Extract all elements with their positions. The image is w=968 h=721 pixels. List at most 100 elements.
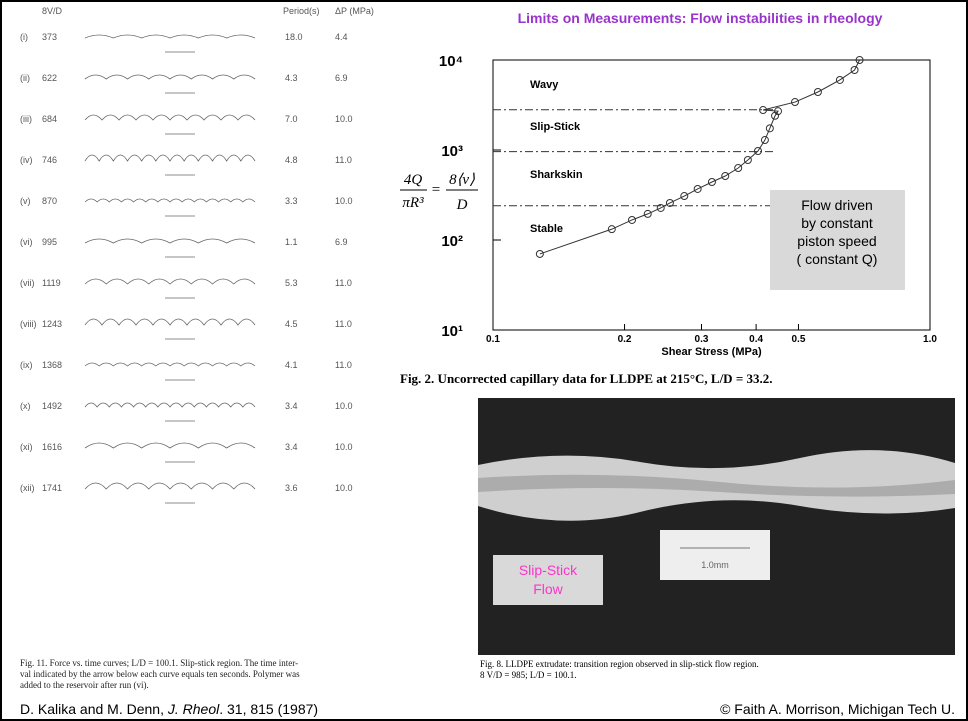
y-tick-label: 10¹ — [441, 323, 463, 340]
data-point — [774, 107, 783, 116]
table-cell: 11.0 — [335, 155, 352, 165]
footer-part: J. Rheol — [167, 701, 220, 717]
data-point — [721, 172, 730, 181]
table-cell: (x) — [20, 401, 31, 411]
force-curve — [84, 34, 256, 39]
table-cell: 5.3 — [285, 278, 298, 288]
table-cell: 10.0 — [335, 442, 353, 452]
photo — [478, 398, 955, 655]
table-cell: 1741 — [42, 483, 62, 493]
table-cell: 4.4 — [335, 32, 348, 42]
table-cell: 1368 — [42, 360, 62, 370]
column-header: Period(s) — [283, 6, 320, 16]
table-cell: 4.3 — [285, 73, 298, 83]
x-axis-label: Shear Stress (MPa) — [661, 346, 762, 358]
data-point — [791, 98, 800, 107]
data-point — [743, 156, 752, 165]
table-cell: 11.0 — [335, 319, 352, 329]
region-label: Slip-Stick — [530, 121, 581, 133]
region-label: Wavy — [530, 79, 559, 91]
force-curve — [84, 402, 256, 408]
data-point — [665, 198, 674, 207]
data-point — [643, 209, 652, 218]
table-cell: (vii) — [20, 278, 35, 288]
x-tick-label: 1.0 — [923, 334, 937, 345]
annotation-line: ( constant Q) — [797, 251, 878, 267]
plot-frame — [492, 59, 931, 331]
table-cell: 6.9 — [335, 73, 348, 83]
annotation: Flow driven by constant piston speed ( c… — [797, 197, 878, 267]
table-cell: 11.0 — [335, 278, 352, 288]
y-tick-label: 10³ — [441, 143, 463, 160]
table-cell: 622 — [42, 73, 57, 83]
table-cell: 3.4 — [285, 442, 298, 452]
data-point — [693, 184, 702, 193]
table-cell: 870 — [42, 196, 57, 206]
fig8-caption: Fig. 8. LLDPE extrudate: transition regi… — [480, 659, 759, 669]
fig8-caption: 8 V/D = 985; L/D = 100.1. — [480, 670, 577, 680]
annotation-line: by constant — [801, 215, 873, 231]
force-curve — [84, 198, 256, 203]
chart: 0.1 0.2 0.3 0.4 0.5 1.0 10¹ 10² 10³ 10⁴ Shear Stre… — [439, 53, 937, 358]
formula-part: D — [456, 197, 468, 213]
table-cell: 7.0 — [285, 114, 298, 124]
y-tick-label: 10⁴ — [439, 53, 463, 70]
data-point — [707, 178, 716, 187]
table-cell: 18.0 — [285, 32, 303, 42]
formula-part: 4Q — [404, 172, 423, 188]
footer-left: D. Kalika and M. Denn, J. Rheol. 31, 815… — [20, 701, 318, 717]
x-tick-label: 0.4 — [749, 334, 763, 345]
table-cell: 10.0 — [335, 483, 353, 493]
footer-right: © Faith A. Morrison, Michigan Tech U. — [720, 701, 955, 717]
data-line — [539, 59, 861, 255]
slide-title: Limits on Measurements: Flow instabiliti… — [518, 10, 883, 26]
data-point — [535, 249, 544, 258]
photo-label-box — [493, 555, 603, 605]
table-cell: (iii) — [20, 114, 32, 124]
force-curve — [84, 442, 256, 449]
scale-card — [660, 530, 770, 580]
extrudate-shade — [478, 474, 955, 497]
table-cell: 746 — [42, 155, 57, 165]
table-cell: (iv) — [20, 155, 33, 165]
table-cell: 1.1 — [285, 237, 298, 247]
data-point — [627, 215, 636, 224]
data-point — [765, 124, 774, 133]
table-cell: (ix) — [20, 360, 33, 370]
y-tick-label: 10² — [441, 233, 463, 250]
data-point — [813, 88, 822, 97]
table-cell: 4.1 — [285, 360, 298, 370]
x-tick-label: 0.1 — [486, 334, 500, 345]
fig11-caption: Fig. 11. Force vs. time curves; L/D = 10… — [20, 658, 300, 690]
table-cell: 3.4 — [285, 401, 298, 411]
x-tick-label: 0.5 — [791, 334, 805, 345]
formula-part: πR³ — [402, 195, 424, 211]
table-cell: 10.0 — [335, 114, 353, 124]
table-cell: 684 — [42, 114, 57, 124]
data-point — [760, 136, 769, 145]
table-cell: 4.8 — [285, 155, 298, 165]
table-cell: (ii) — [20, 73, 30, 83]
table-cell: 1492 — [42, 401, 62, 411]
annotation-line: piston speed — [797, 233, 876, 249]
footer-part: . 31, 815 (1987) — [219, 701, 318, 717]
table-cell: 11.0 — [335, 360, 352, 370]
table-cell: (viii) — [20, 319, 37, 329]
table-cell: 1616 — [42, 442, 62, 452]
force-curve — [84, 482, 256, 490]
table-cell: 4.5 — [285, 319, 298, 329]
data-point — [855, 56, 864, 64]
data-point — [680, 192, 689, 201]
data-point — [656, 203, 665, 212]
data-point — [734, 163, 743, 172]
formula-part: = — [432, 182, 440, 198]
table-cell: 10.0 — [335, 401, 353, 411]
table-cell: (xii) — [20, 483, 35, 493]
region-label: Sharkskin — [530, 169, 583, 181]
data-point — [607, 225, 616, 234]
force-curve — [84, 154, 256, 162]
table-cell: 373 — [42, 32, 57, 42]
region-label: Stable — [530, 223, 563, 235]
data-point — [759, 106, 768, 115]
annotation-box — [770, 190, 905, 290]
